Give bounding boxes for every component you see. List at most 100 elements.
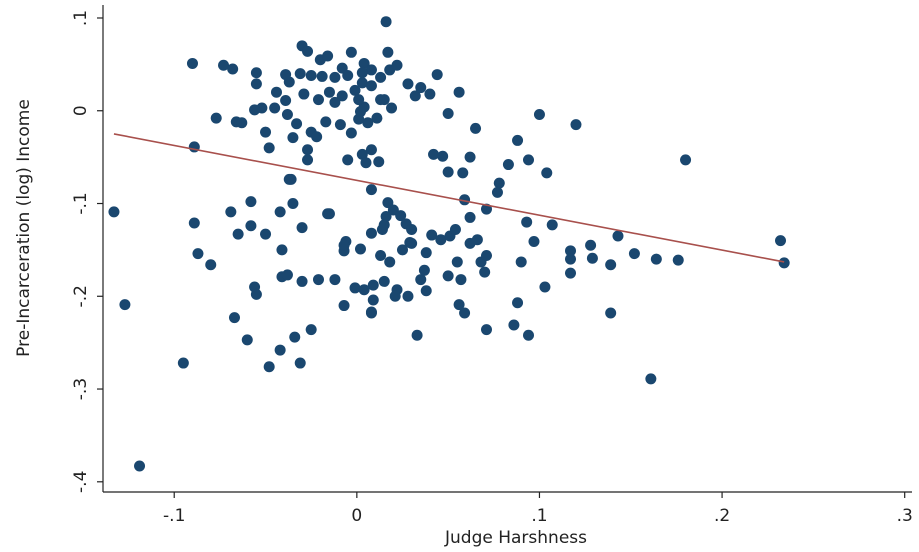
scatter-point xyxy=(371,112,383,124)
scatter-point xyxy=(406,223,418,235)
scatter-point xyxy=(302,144,314,156)
scatter-point xyxy=(236,117,248,129)
scatter-point xyxy=(415,82,427,94)
scatter-point xyxy=(218,59,230,71)
scatter-point xyxy=(586,252,598,264)
scatter-point xyxy=(241,334,253,346)
scatter-point xyxy=(354,243,366,255)
scatter-point xyxy=(395,210,407,222)
scatter-point xyxy=(480,324,492,336)
scatter-point xyxy=(108,206,120,218)
scatter-point xyxy=(480,249,492,261)
scatter-point xyxy=(280,69,292,81)
x-tick-label: .2 xyxy=(714,506,730,526)
scatter-point xyxy=(449,223,461,235)
scatter-point xyxy=(521,216,533,228)
scatter-point xyxy=(415,274,427,286)
scatter-point xyxy=(365,306,377,318)
scatter-point xyxy=(365,64,377,76)
scatter-point xyxy=(356,77,368,89)
scatter-point xyxy=(349,282,361,294)
scatter-point xyxy=(396,244,408,256)
scatter-point xyxy=(311,131,323,143)
scatter-point xyxy=(245,220,257,232)
scatter-point xyxy=(345,127,357,139)
scatter-point xyxy=(680,154,692,166)
scatter-point xyxy=(342,154,354,166)
scatter-point xyxy=(329,96,341,108)
scatter-point xyxy=(329,274,341,286)
scatter-point xyxy=(276,244,288,256)
scatter-point xyxy=(411,329,423,341)
scatter-point xyxy=(672,254,684,266)
scatter-point xyxy=(533,108,545,120)
scatter-point xyxy=(457,167,469,179)
scatter-point xyxy=(442,108,454,120)
scatter-point xyxy=(345,46,357,58)
scatter-point xyxy=(302,45,314,57)
scatter-point xyxy=(367,279,379,291)
scatter-point xyxy=(391,59,403,71)
scatter-point xyxy=(459,307,471,319)
scatter-point xyxy=(431,69,443,81)
scatter-point xyxy=(338,300,350,312)
scatter-point xyxy=(493,177,505,189)
scatter-point xyxy=(322,50,334,62)
scatter-point xyxy=(382,46,394,58)
scatter-point xyxy=(302,154,314,166)
scatter-point xyxy=(512,297,524,309)
scatter-point xyxy=(470,122,482,134)
scatter-point xyxy=(134,460,146,472)
y-tick-label: -.2 xyxy=(71,285,91,307)
scatter-point xyxy=(280,95,292,107)
scatter-point xyxy=(305,324,317,336)
scatter-point xyxy=(420,247,432,259)
scatter-point xyxy=(362,117,374,129)
scatter-point xyxy=(250,78,262,90)
scatter-point xyxy=(628,248,640,260)
scatter-point xyxy=(453,86,465,98)
scatter-point xyxy=(249,104,261,116)
x-tick-label: 0 xyxy=(351,506,362,526)
scatter-point xyxy=(464,151,476,163)
scatter-point xyxy=(428,148,440,160)
scatter-point xyxy=(479,266,491,278)
x-tick-label: -.1 xyxy=(163,506,185,526)
scatter-point xyxy=(464,211,476,223)
scatter-point xyxy=(119,299,131,311)
scatter-point xyxy=(389,290,401,302)
scatter-point xyxy=(177,357,189,369)
scatter-point xyxy=(294,357,306,369)
x-tick-label: .1 xyxy=(531,506,547,526)
scatter-point xyxy=(406,237,418,249)
scatter-point xyxy=(356,67,368,79)
scatter-point xyxy=(420,285,432,297)
scatter-point xyxy=(287,198,299,210)
scatter-point xyxy=(356,148,368,160)
scatter-point xyxy=(336,90,348,102)
scatter-point xyxy=(322,208,334,220)
scatter-point xyxy=(442,166,454,178)
scatter-point xyxy=(225,206,237,218)
scatter-point xyxy=(585,239,597,251)
scatter-point xyxy=(312,94,324,106)
scatter-point xyxy=(451,256,463,268)
scatter-point xyxy=(312,274,324,286)
y-tick-label: -.1 xyxy=(71,192,91,214)
scatter-point xyxy=(305,69,317,81)
scatter-point xyxy=(402,78,414,90)
y-tick-label: -.4 xyxy=(71,471,91,493)
scatter-point xyxy=(320,116,332,128)
scatter-point xyxy=(316,70,328,82)
scatter-point xyxy=(373,156,385,168)
scatter-point xyxy=(338,239,350,251)
scatter-point xyxy=(375,249,387,261)
x-tick-label: .3 xyxy=(897,506,913,526)
scatter-point xyxy=(367,294,379,306)
scatter-point xyxy=(565,267,577,279)
scatter-point xyxy=(502,159,514,171)
scatter-point xyxy=(565,253,577,265)
scatter-point xyxy=(349,84,361,96)
scatter-point xyxy=(491,186,503,198)
scatter-point xyxy=(645,373,657,385)
